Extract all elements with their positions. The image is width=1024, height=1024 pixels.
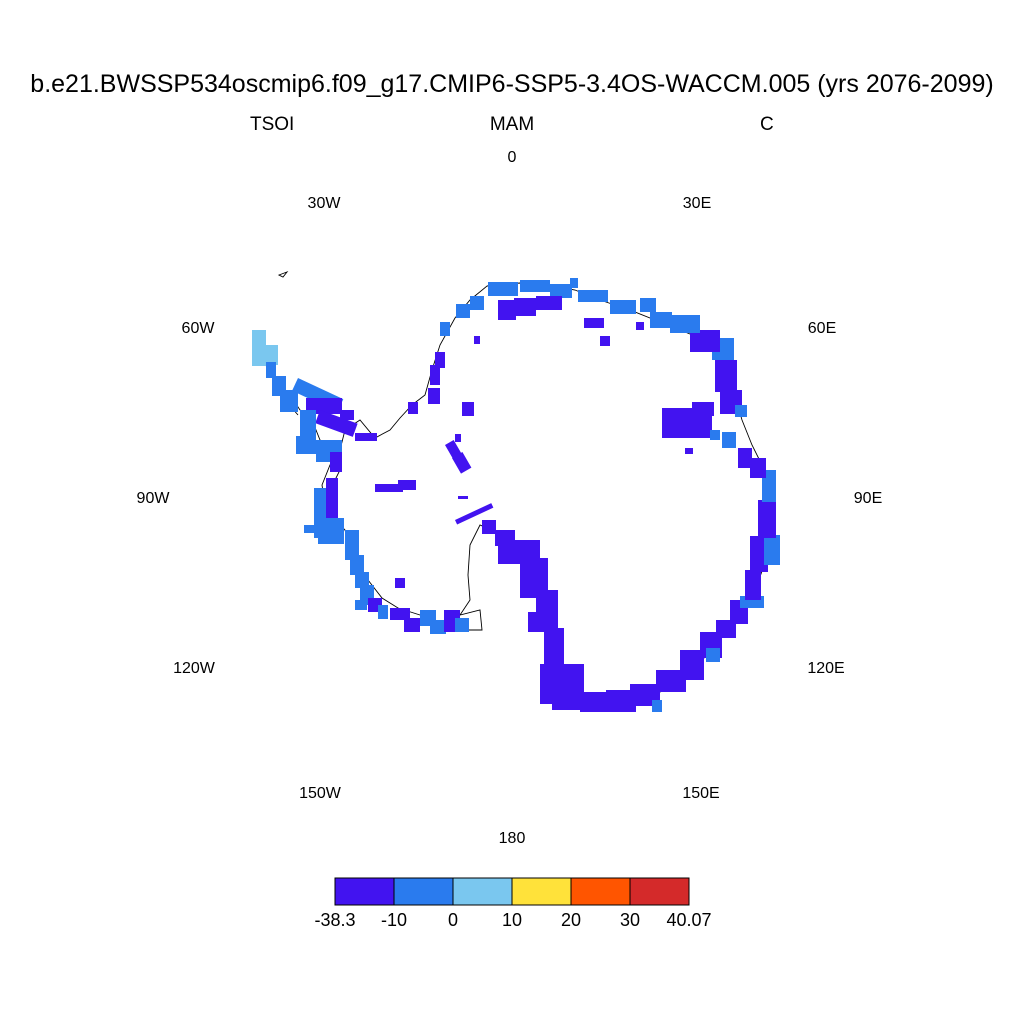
colorbar-label-4: 20 [560,910,582,930]
colorbar-swatch-2 [452,877,513,906]
lon-label-180: 180 [498,830,526,847]
lon-label-150e: 150E [682,785,720,802]
variable-label: TSOI [250,114,295,135]
units-label: C [760,114,774,135]
season-label: MAM [489,114,535,135]
colorbar-label-6: 40.07 [666,910,712,930]
lon-label-90w: 90W [136,490,170,507]
colorbar-label-5: 30 [619,910,641,930]
lon-label-150w: 150W [299,785,341,802]
colorbar-label-1: -10 [380,910,408,930]
map-title: b.e21.BWSSP534oscmip6.f09_g17.CMIP6-SSP5… [30,70,994,98]
lon-label-120w: 120W [173,660,215,677]
lon-label-30w: 30W [307,195,341,212]
lon-label-120e: 120E [807,660,845,677]
colorbar-swatch-1 [393,877,454,906]
lon-label-60w: 60W [181,320,215,337]
colorbar-swatch-5 [629,877,690,906]
lon-label-60e: 60E [807,320,837,337]
colorbar-swatch-0 [334,877,395,906]
colorbar-label-2: 0 [447,910,459,930]
data-cells [252,278,780,712]
colorbar [334,877,690,906]
colorbar-label-0: -38.3 [314,910,356,930]
lon-label-90e: 90E [853,490,883,507]
colorbar-swatch-4 [570,877,631,906]
colorbar-label-3: 10 [501,910,523,930]
island-outline [277,271,289,278]
lon-label-0: 0 [507,149,517,166]
colorbar-swatch-3 [511,877,572,906]
lon-label-30e: 30E [682,195,712,212]
